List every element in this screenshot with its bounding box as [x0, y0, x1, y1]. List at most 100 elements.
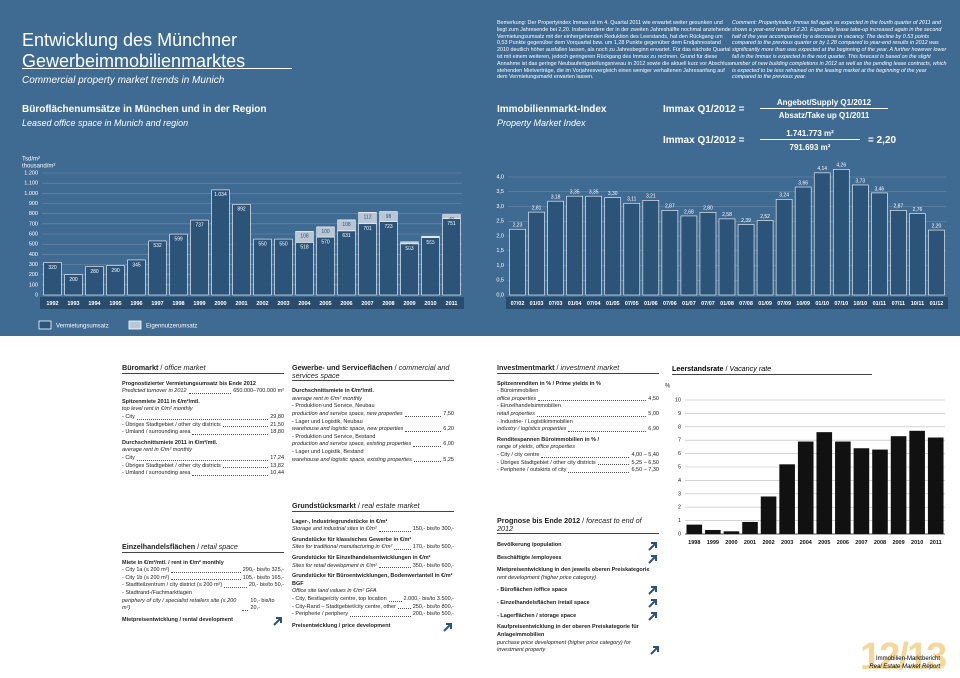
dot-leader — [171, 579, 241, 581]
rule — [22, 68, 292, 69]
x-tick-label: 2000 — [725, 540, 737, 546]
y-tick-label: 0,0 — [496, 292, 504, 298]
value-label: 290 — [111, 268, 120, 274]
note-de: Bemerkung: Der Propertyindex Immax ist i… — [497, 20, 733, 81]
x-tick-label: 2008 — [382, 301, 394, 307]
y-tick-label: 700 — [29, 221, 38, 227]
footer-text: Real Estate Market Report — [869, 664, 940, 670]
item-label: - Produktion und Service, Neubau — [292, 403, 375, 410]
dot-leader — [397, 608, 411, 610]
bar-segment — [106, 265, 125, 296]
bar-segment — [337, 230, 356, 296]
dot-leader — [242, 609, 249, 611]
item-label: - Stadtteilzentrum / city district (≤ 20… — [122, 582, 223, 589]
dot-leader — [568, 471, 630, 473]
value-label: 570 — [321, 239, 330, 245]
bar-segment — [127, 259, 146, 296]
bar — [909, 430, 925, 534]
item-heading: Miete in €/m²/mtl. / rent in €/m² monthl… — [122, 560, 284, 568]
dot-leader — [568, 430, 647, 432]
item-label: - Umland / surrounding area — [122, 429, 191, 436]
bar — [890, 436, 907, 534]
value-label: 2,76 — [913, 207, 923, 213]
item-heading-text: Beschäftigte /employees — [497, 555, 562, 562]
y-tick-label: 300 — [29, 262, 38, 268]
bar-segment — [274, 238, 293, 296]
value-label: 532 — [153, 243, 162, 249]
item-value: 5,00 — [648, 410, 659, 417]
immax-label: Immax Q1/2012 = — [663, 104, 745, 115]
value-label: 20 — [407, 244, 413, 250]
legend-swatch — [38, 320, 52, 330]
item-value: 650.000–700.000 m² — [233, 388, 284, 395]
value-label: 503 — [405, 246, 414, 252]
bar-segment — [232, 204, 251, 296]
bar-segment — [64, 274, 83, 296]
item-value: 170,- bis/to 500,- — [412, 544, 454, 551]
immax-denominator: 791.693 m² — [789, 143, 831, 152]
value-label: 3,66 — [798, 180, 808, 186]
x-tick-label: 2009 — [403, 301, 415, 307]
item-heading-text: Grundstücke für klassisches Gewerbe in €… — [292, 536, 412, 543]
item-value: 29,80 — [270, 413, 284, 420]
item-heading: Durchschnittsmiete in €/m²/mtl. — [292, 388, 454, 396]
y-tick-label: 400 — [29, 252, 38, 258]
section: Einzelhandelsflächen / retail space Miete… — [122, 543, 284, 626]
item-text: top level rent in €/m² monthly — [122, 406, 284, 414]
item-label: - Übriges Stadtgebiet / other city distr… — [122, 462, 221, 469]
y-tick-label: 600 — [29, 231, 38, 237]
value-label: 723 — [384, 224, 393, 230]
dot-leader — [171, 571, 241, 573]
trend-arrow — [648, 586, 657, 596]
item-label: - City / city centre — [497, 451, 540, 458]
bar-segment — [421, 235, 440, 238]
x-tick-label: 2006 — [340, 301, 352, 307]
item-label: - Stadtrand-/Fachmarktlagen — [122, 589, 193, 596]
x-tick-label: 01/03 — [530, 301, 544, 307]
item-value: 6,90 — [648, 426, 659, 433]
dot-leader — [222, 467, 269, 469]
trend-arrow — [648, 599, 657, 609]
x-tick-label: 1999 — [193, 301, 205, 307]
dot-leader — [192, 433, 269, 435]
x-tick-label: 1995 — [109, 301, 121, 307]
x-tick-label: 2011 — [446, 301, 458, 307]
item-heading-text: Preisentwicklung / price development — [292, 622, 391, 629]
value-label: 2,20 — [932, 223, 942, 229]
dot-leader — [224, 586, 247, 588]
item-value: 150,- bis/to 300,- — [412, 526, 454, 533]
y-tick-label: 2,0 — [496, 233, 504, 239]
y-tick-label: 0 — [35, 292, 38, 298]
item-heading: Preisentwicklung / price development — [292, 622, 454, 632]
x-tick-label: 2010 — [911, 540, 923, 546]
item-row: - Peripherie / outskirts of city 6,50 – 7… — [497, 467, 659, 475]
dot-leader — [349, 615, 411, 617]
x-tick-label: 07/02 — [511, 301, 525, 307]
x-tick-label: 01/11 — [873, 301, 886, 307]
item-text: average rent in €/m² monthly — [122, 447, 284, 455]
item-heading: Kaufpreisentwicklung in der oberen Preis… — [497, 624, 659, 639]
bar — [872, 449, 888, 534]
x-tick-label: 1994 — [88, 301, 101, 307]
item-label: - City — [122, 413, 135, 420]
item-heading: Lager-, Industriegrundstücke in €/m² — [292, 519, 454, 527]
bar-segment — [295, 231, 314, 243]
x-tick-label: 2002 — [762, 540, 774, 546]
bar — [760, 496, 777, 534]
section-subtitle: office market — [164, 363, 206, 372]
y-tick-label: 8 — [678, 424, 681, 430]
item-row: production and service space, new proper… — [292, 411, 454, 419]
bar — [661, 210, 679, 296]
item-text: average rent in €/m² monthly — [292, 395, 363, 402]
x-tick-label: 10/09 — [796, 301, 810, 307]
section: Büromarkt / office market Prognostizierte… — [122, 364, 284, 478]
y-tick-label: 7 — [678, 438, 681, 444]
bar — [680, 215, 698, 296]
item-value: 250,- bis/to 800,- — [412, 603, 454, 610]
item-row: - Umland / surrounding area 18,80 — [122, 429, 284, 437]
section-title: Einzelhandelsflächen / retail space — [122, 543, 284, 553]
value-label: 3,73 — [855, 178, 865, 184]
value-label: 2,68 — [684, 209, 694, 215]
y-tick-label: 4,0 — [496, 174, 504, 180]
item-text: purchase price development (higher price… — [497, 640, 659, 655]
